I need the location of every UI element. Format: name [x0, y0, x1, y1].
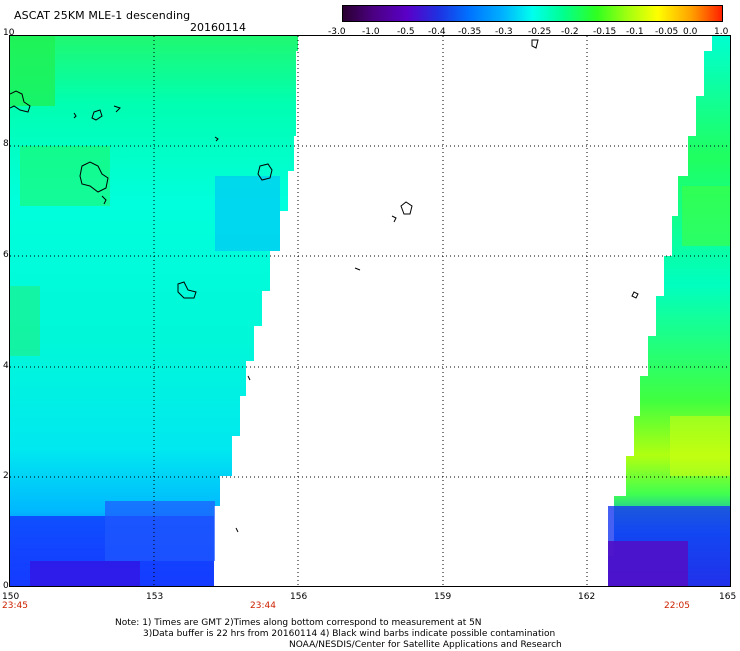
lon-label: 150	[2, 592, 20, 602]
cb-label: -0.4	[428, 27, 446, 37]
lon-label: 156	[290, 592, 308, 602]
cb-label: -0.3	[495, 27, 513, 37]
left-swath-patch	[20, 146, 110, 206]
coastlines	[10, 39, 639, 533]
left-swath-patch	[10, 286, 40, 356]
cb-label: -0.5	[397, 27, 415, 37]
time-label: 22:05	[664, 601, 690, 611]
right-swath-patch	[608, 541, 688, 586]
lat-label: 10	[3, 28, 15, 38]
lat-label: 2	[3, 471, 9, 481]
left-swath-patch	[10, 36, 55, 106]
cb-label: -0.1	[626, 27, 644, 37]
lon-label: 153	[146, 592, 164, 602]
cb-label: -0.15	[593, 27, 617, 37]
product-title: ASCAT 25KM MLE-1 descending	[14, 9, 191, 22]
cb-label: -0.25	[528, 27, 552, 37]
lon-label: 159	[434, 592, 452, 602]
cb-label: -3.0	[328, 27, 346, 37]
graticule	[10, 36, 730, 586]
product-date: 20160114	[190, 21, 246, 34]
color-scale-bar	[342, 5, 723, 22]
color-scale-labels: -3.0 -1.0 -0.5 -0.4 -0.35 -0.3 -0.25 -0.…	[320, 27, 740, 41]
footer-credit: NOAA/NESDIS/Center for Satellite Applica…	[289, 640, 562, 650]
cb-label: -0.35	[458, 27, 482, 37]
left-swath-patch	[105, 501, 215, 561]
lat-label: 0	[3, 581, 9, 591]
lat-label: 6	[3, 250, 9, 260]
wind-map	[9, 35, 731, 587]
cb-label: 1.0	[714, 27, 729, 37]
left-swath-patch	[215, 176, 280, 251]
cb-label: -0.05	[655, 27, 679, 37]
lat-label: 8	[3, 139, 9, 149]
right-swath	[608, 36, 730, 586]
lon-label: 162	[578, 592, 596, 602]
cb-label: -1.0	[362, 27, 380, 37]
lon-label: 165	[719, 592, 737, 602]
lat-label: 4	[3, 361, 9, 371]
cb-label: -0.2	[561, 27, 579, 37]
time-label: 23:44	[250, 601, 276, 611]
map-canvas	[10, 36, 730, 586]
footer-note-2: 3)Data buffer is 22 hrs from 20160114 4)…	[143, 629, 556, 639]
right-swath-patch	[670, 416, 730, 476]
cb-label: 0.0	[683, 27, 698, 37]
left-swath-patch	[30, 561, 140, 586]
time-label: 23:45	[2, 601, 28, 611]
footer-note-1: Note: 1) Times are GMT 2)Times along bot…	[115, 618, 482, 628]
right-swath-patch	[682, 186, 730, 246]
